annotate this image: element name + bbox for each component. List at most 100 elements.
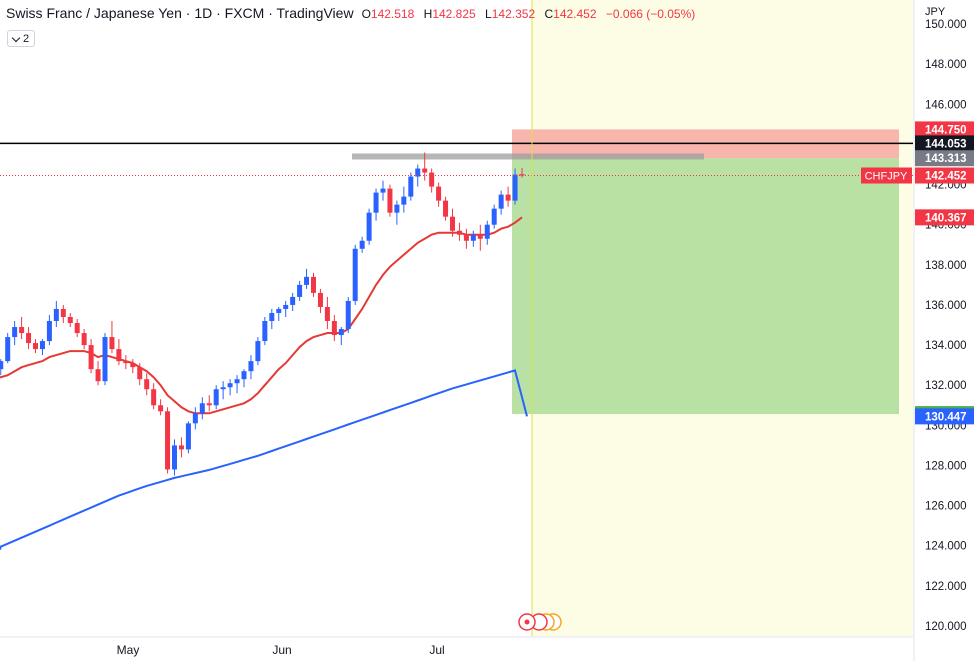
candle-body [317, 292, 323, 307]
price-axis-badge [915, 209, 974, 226]
candle-body [436, 186, 442, 201]
y-tick-label: 120.000 [925, 621, 967, 633]
y-tick-label: 122.000 [925, 581, 967, 593]
price-axis-badge-text: 143.313 [925, 153, 967, 165]
candle-body [297, 284, 303, 297]
candle-body [394, 204, 400, 213]
price-axis-badge-text: 144.053 [925, 138, 967, 150]
candle-body [88, 345, 94, 370]
candle-body [227, 383, 233, 388]
candle-body [81, 333, 87, 346]
candle-body [443, 200, 449, 217]
y-tick-label: 138.000 [925, 260, 967, 272]
price-axis-badge-text: 130.447 [925, 411, 967, 423]
candle-body [5, 337, 11, 362]
candle-body [74, 323, 80, 334]
candle-body [352, 248, 358, 301]
candle-body [192, 413, 198, 424]
candle-body [408, 176, 414, 197]
price-axis-badge [915, 135, 974, 152]
candle-body [151, 389, 157, 406]
candle-body [387, 188, 393, 213]
y-tick-label: 128.000 [925, 460, 967, 472]
candle-body [304, 276, 310, 285]
chevron-down-icon [11, 33, 21, 42]
change-value: −0.066 (−0.05%) [605, 7, 696, 21]
candle-body [512, 174, 518, 201]
candle-body [429, 172, 435, 187]
candle-body [172, 445, 177, 470]
candle-body [12, 327, 18, 338]
price-axis-badge-text: 144.750 [925, 124, 967, 136]
candle-body [276, 308, 282, 313]
event-marker-dot [524, 619, 530, 625]
high-value: 142.825 [432, 7, 476, 21]
price-axis-badge [915, 121, 974, 138]
candle-body [206, 403, 212, 406]
y-tick-label: 150.000 [925, 19, 967, 31]
candle-body [491, 208, 497, 225]
currency-label: JPY [925, 6, 946, 18]
y-tick-label: 136.000 [925, 300, 967, 312]
candle-body [338, 329, 344, 336]
candle-body [46, 321, 52, 342]
candle-body [109, 337, 115, 350]
candle-body [53, 308, 59, 322]
candle-body [220, 387, 226, 390]
indicators-toggle-button[interactable]: 2 [7, 30, 35, 47]
candle-body [137, 367, 143, 380]
candle-body [380, 188, 386, 193]
y-tick-label: 126.000 [925, 501, 967, 513]
candle-body [248, 361, 254, 372]
ohlc-readout: O142.518 H142.825 L142.352 C142.452 −0.0… [362, 7, 696, 21]
low-label: L [485, 7, 492, 21]
x-tick-label: May [117, 643, 140, 657]
candle-body [19, 327, 25, 334]
candle-body [213, 389, 219, 406]
candle-body [345, 300, 351, 330]
candle-body [373, 192, 379, 213]
close-label: C [544, 7, 554, 21]
price-axis-badge [915, 150, 974, 167]
candle-body [450, 216, 455, 231]
candle-body [477, 234, 483, 239]
candle-body [498, 194, 504, 209]
candle-body [269, 312, 275, 322]
symbol-tag [861, 167, 912, 184]
y-tick-label: 148.000 [925, 59, 967, 71]
candle-body [60, 308, 66, 317]
price-axis-badge [915, 408, 974, 425]
candle-body [185, 423, 191, 450]
high-label: H [423, 7, 433, 21]
candle-body [311, 276, 316, 293]
x-tick-label: Jun [272, 643, 291, 657]
candle-body [116, 349, 122, 362]
symbol-title[interactable]: Swiss Franc / Japanese Yen · 1D · FXCM ·… [6, 5, 354, 21]
open-value: 142.518 [370, 7, 415, 21]
candle-body [463, 234, 469, 241]
candle-body [262, 321, 268, 342]
candle-body [484, 224, 490, 239]
candle-body [366, 212, 372, 241]
y-tick-label: 134.000 [925, 340, 967, 352]
y-tick-label: 124.000 [925, 541, 967, 553]
candle-body [165, 411, 171, 470]
resistance-zone [352, 153, 704, 160]
candle-body [519, 174, 525, 176]
take-profit-zone [512, 158, 899, 415]
ema-fast-line [0, 216, 523, 415]
chart-header: Swiss Franc / Japanese Yen · 1D · FXCM ·… [6, 5, 695, 21]
candle-body [234, 379, 240, 384]
candle-body [456, 230, 462, 235]
candle-body [283, 304, 289, 309]
y-tick-label: 132.000 [925, 380, 967, 392]
candle-body [144, 379, 150, 390]
x-tick-label: Jul [429, 643, 444, 657]
low-value: 142.352 [491, 7, 536, 21]
candle-body [422, 168, 428, 173]
candle-body [470, 234, 476, 241]
candle-body [102, 337, 108, 382]
price-axis-badge-text: 140.367 [925, 212, 967, 224]
price-axis-badge [915, 167, 974, 184]
